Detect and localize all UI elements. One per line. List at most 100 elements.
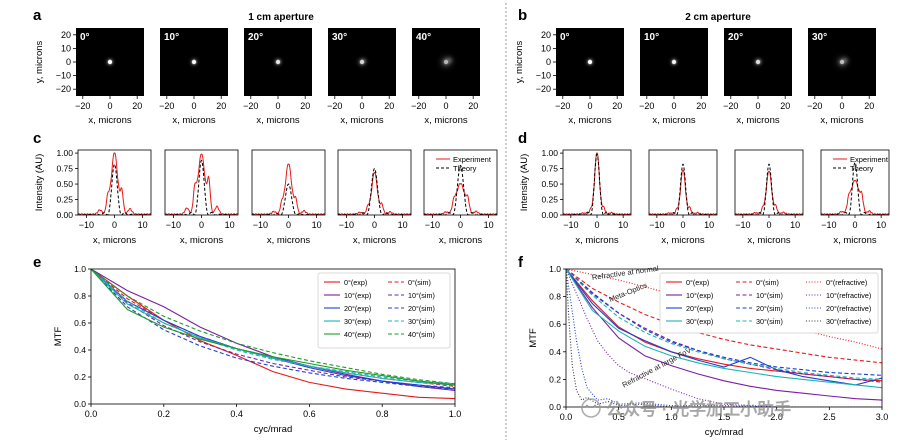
theory-curve — [563, 153, 631, 215]
x-axis-label: x, microns — [652, 115, 696, 126]
legend: 0°(exp) 0°(sim) 0°(refractive) 10°(exp) 10°(… — [659, 272, 879, 334]
x-tick-label: 0 — [359, 101, 364, 111]
y-axis-label: MTF — [528, 328, 539, 348]
experiment-curve — [563, 152, 631, 215]
x-tick-label: 0 — [766, 220, 771, 230]
profile-subplot: −10 0 10x, microns — [337, 149, 412, 246]
subplot-frame — [337, 149, 412, 216]
theory-curve — [252, 183, 325, 215]
mtf-series-line — [91, 269, 455, 390]
experiment-curve — [649, 169, 717, 215]
y-tick-label: 0.4 — [549, 347, 561, 357]
profile-subplot: −10 0 10x, microns 0.00 0.25 0.50 0.75 1.00 Inte… — [34, 148, 152, 246]
x-axis-label: cyc/mrad — [705, 427, 744, 438]
x-tick-label: −20 — [411, 101, 426, 111]
panel-letter-b: b — [518, 7, 527, 24]
x-tick-label: 0 — [443, 101, 448, 111]
mtf-series-line — [91, 269, 455, 385]
plot-frame — [90, 268, 456, 405]
y-axis-label: Intensity (AU) — [519, 154, 530, 212]
x-axis-label: x, microns — [93, 235, 137, 246]
plot-annotation: Meta-Optics — [608, 280, 649, 304]
x-tick-label: −20 — [639, 101, 654, 111]
frame-angle-label: 30° — [332, 32, 347, 43]
experiment-curve — [424, 183, 497, 215]
x-tick-label: 20 — [468, 101, 478, 111]
x-tick-label: 10 — [876, 220, 886, 230]
mtf-series-line — [566, 269, 882, 401]
legend-label-theory: Theory — [453, 164, 477, 173]
wechat-icon-eye — [585, 404, 589, 408]
panel-letter-e: e — [33, 254, 41, 271]
legend-label-experiment: Experiment — [850, 155, 889, 164]
y-tick-label: 0.2 — [74, 372, 86, 382]
legend-label: 10°(sim) — [408, 291, 435, 300]
legend-label: 20°(sim) — [408, 304, 435, 313]
row-title: 1 cm aperture — [248, 12, 314, 23]
x-tick-label: 10 — [484, 220, 494, 230]
x-tick-label: −20 — [243, 101, 258, 111]
x-tick-label: −10 — [166, 220, 181, 230]
x-tick-label: 20 — [384, 101, 394, 111]
x-tick-label: 10 — [704, 220, 714, 230]
x-tick-label: −20 — [327, 101, 342, 111]
y-tick-label: 0.00 — [56, 210, 73, 220]
y-tick-label: 10 — [541, 43, 551, 53]
x-tick-label: 0 — [112, 220, 117, 230]
spot-core — [671, 59, 677, 65]
x-tick-label: 20 — [780, 101, 790, 111]
y-tick-label: 0.8 — [549, 292, 561, 302]
y-tick-label: 0.25 — [541, 195, 558, 205]
legend-label: 20°(refractive) — [826, 304, 871, 313]
x-axis-label: x, microns — [353, 235, 397, 246]
mtf-series-line — [91, 269, 455, 389]
mtf-series-line — [566, 269, 882, 376]
y-axis-label: y, microns — [34, 40, 45, 83]
spot-core — [359, 59, 365, 65]
y-tick-label: 0.50 — [56, 179, 73, 189]
y-tick-label: 1.0 — [549, 264, 561, 274]
x-tick-label: 0 — [594, 220, 599, 230]
legend-label-experiment: Experiment — [453, 155, 492, 164]
experiment-curve — [821, 179, 889, 215]
x-axis-label: x, microns — [833, 235, 877, 246]
legend-label: 10°(exp) — [686, 291, 713, 300]
x-tick-label: 0 — [671, 101, 676, 111]
x-tick-label: 20 — [612, 101, 622, 111]
y-tick-label: −20 — [536, 84, 551, 94]
x-tick-label: 0.0 — [85, 409, 98, 419]
theory-curve — [649, 163, 717, 215]
x-tick-label: −20 — [723, 101, 738, 111]
legend-label: 40°(sim) — [408, 330, 435, 339]
y-tick-label: 20 — [61, 30, 71, 40]
legend-label: 30°(exp) — [344, 317, 371, 326]
legend-label: 20°(exp) — [686, 304, 713, 313]
legend-label: 30°(sim) — [408, 317, 435, 326]
legend-label: 40°(exp) — [344, 330, 371, 339]
x-tick-label: 20 — [864, 101, 874, 111]
legend-label: 30°(refractive) — [826, 317, 871, 326]
y-axis-label: y, microns — [514, 40, 525, 83]
spot-core — [191, 59, 197, 65]
spot-core — [443, 59, 449, 65]
legend-label: 30°(sim) — [756, 317, 783, 326]
y-tick-label: 0.8 — [74, 291, 86, 301]
x-axis-label: x, microns — [424, 115, 468, 126]
y-tick-label: 1.00 — [56, 148, 73, 158]
x-tick-label: 0 — [587, 101, 592, 111]
x-tick-label: 10 — [398, 220, 408, 230]
profile-subplot: −10 0 10x, microns — [734, 149, 804, 246]
x-tick-label: 0 — [458, 220, 463, 230]
y-tick-label: 0.2 — [549, 374, 561, 384]
theory-curve — [338, 167, 411, 215]
y-tick-label: 1.00 — [541, 148, 558, 158]
heatmap-frame: 30° −20 0 20x, microns — [807, 28, 876, 126]
legend-label: 30°(exp) — [686, 317, 713, 326]
plot-annotation: Refractive at normal — [591, 264, 659, 282]
y-tick-label: 0 — [66, 57, 71, 67]
heatmap-frame: 20° −20 0 20x, microns — [723, 28, 792, 126]
profile-subplot: −10 0 10x, microns — [251, 149, 326, 246]
wechat-icon-eye — [593, 404, 597, 408]
